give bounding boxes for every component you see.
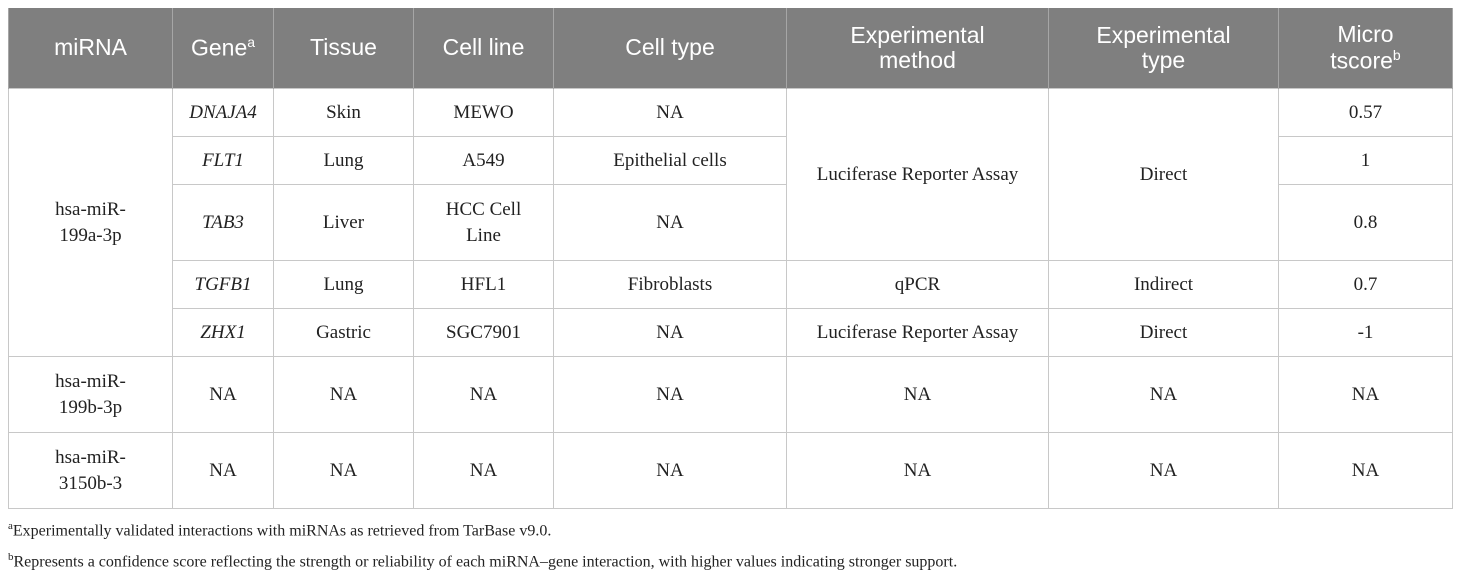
header-cell-type: Cell type: [553, 8, 787, 89]
cell-line-cell: HCC Cell Line: [413, 184, 554, 261]
tissue-cell: NA: [273, 356, 414, 433]
gene-cell: TGFB1: [172, 260, 274, 309]
method-cell: NA: [786, 356, 1049, 433]
type-cell: Indirect: [1048, 260, 1279, 309]
score-cell: 0.7: [1278, 260, 1453, 309]
table-row: TAB3 Liver HCC Cell Line NA 0.8: [9, 184, 1453, 261]
cell-type-cell: NA: [553, 356, 787, 433]
cell-line-cell: HFL1: [413, 260, 554, 309]
table-row: ZHX1 Gastric SGC7901 NA Luciferase Repor…: [9, 308, 1453, 357]
tissue-cell: NA: [273, 432, 414, 509]
cell-type-cell: NA: [553, 308, 787, 357]
header-experimental-type: Experimental type: [1048, 8, 1279, 89]
cell-line-cell: A549: [413, 136, 554, 185]
tissue-cell: Lung: [273, 260, 414, 309]
footnotes: aExperimentally validated interactions w…: [8, 513, 957, 576]
cell-type-cell: Epithelial cells: [553, 136, 787, 185]
table-row: TGFB1 Lung HFL1 Fibroblasts qPCR Indirec…: [9, 260, 1453, 309]
score-cell: NA: [1278, 432, 1453, 509]
type-cell: NA: [1048, 432, 1279, 509]
table-row: FLT1 Lung A549 Epithelial cells 1: [9, 136, 1453, 185]
mirna-gene-table: miRNA Genea Tissue Cell line Cell type E…: [8, 8, 1453, 509]
gene-cell: DNAJA4: [172, 88, 274, 137]
cell-line-cell: NA: [413, 356, 554, 433]
mirna-cell: hsa-miR-199a-3p: [8, 88, 173, 357]
cell-line-cell: SGC7901: [413, 308, 554, 357]
method-cell: Luciferase Reporter Assay: [786, 308, 1049, 357]
score-cell: -1: [1278, 308, 1453, 357]
header-tissue: Tissue: [273, 8, 414, 89]
cell-line-cell: NA: [413, 432, 554, 509]
score-cell: NA: [1278, 356, 1453, 433]
gene-cell: TAB3: [172, 184, 274, 261]
table-row: hsa-miR-199a-3p DNAJA4 Skin MEWO NA Luci…: [8, 88, 1453, 357]
mirna-cell: hsa-miR-3150b-3: [8, 432, 173, 509]
header-gene: Genea: [172, 8, 274, 89]
cell-type-cell: NA: [553, 88, 787, 137]
method-cell: qPCR: [786, 260, 1049, 309]
cell-type-cell: NA: [553, 184, 787, 261]
tissue-cell: Skin: [273, 88, 414, 137]
tissue-cell: Liver: [273, 184, 414, 261]
cell-type-cell: Fibroblasts: [553, 260, 787, 309]
score-cell: 0.8: [1278, 184, 1453, 261]
gene-cell: FLT1: [172, 136, 274, 185]
gene-cell: ZHX1: [172, 308, 274, 357]
gene-cell: NA: [172, 432, 274, 509]
mirna-cell: hsa-miR-199b-3p: [8, 356, 173, 433]
method-cell: NA: [786, 432, 1049, 509]
type-cell: Direct: [1048, 88, 1279, 261]
header-experimental-method: Experimental method: [786, 8, 1049, 89]
footnote-a: aExperimentally validated interactions w…: [8, 520, 552, 540]
gene-cell: NA: [172, 356, 274, 433]
cell-type-cell: NA: [553, 432, 787, 509]
header-micro-tscore: Micro tscoreb: [1278, 8, 1453, 89]
type-cell: NA: [1048, 356, 1279, 433]
table-container: miRNA Genea Tissue Cell line Cell type E…: [8, 8, 1453, 509]
tissue-cell: Gastric: [273, 308, 414, 357]
score-cell: 1: [1278, 136, 1453, 185]
cell-line-cell: MEWO: [413, 88, 554, 137]
table-row: hsa-miR-3150b-3 NA NA NA NA NA NA NA: [8, 432, 1453, 509]
footnote-b: bRepresents a confidence score reflectin…: [8, 551, 958, 571]
table-row: hsa-miR-199b-3p NA NA NA NA NA NA NA: [8, 356, 1453, 433]
tissue-cell: Lung: [273, 136, 414, 185]
type-cell: Direct: [1048, 308, 1279, 357]
header-row: miRNA Genea Tissue Cell line Cell type E…: [8, 8, 1453, 89]
header-mirna: miRNA: [8, 8, 173, 89]
score-cell: 0.57: [1278, 88, 1453, 137]
header-cell-line: Cell line: [413, 8, 554, 89]
method-cell: Luciferase Reporter Assay: [786, 88, 1049, 261]
